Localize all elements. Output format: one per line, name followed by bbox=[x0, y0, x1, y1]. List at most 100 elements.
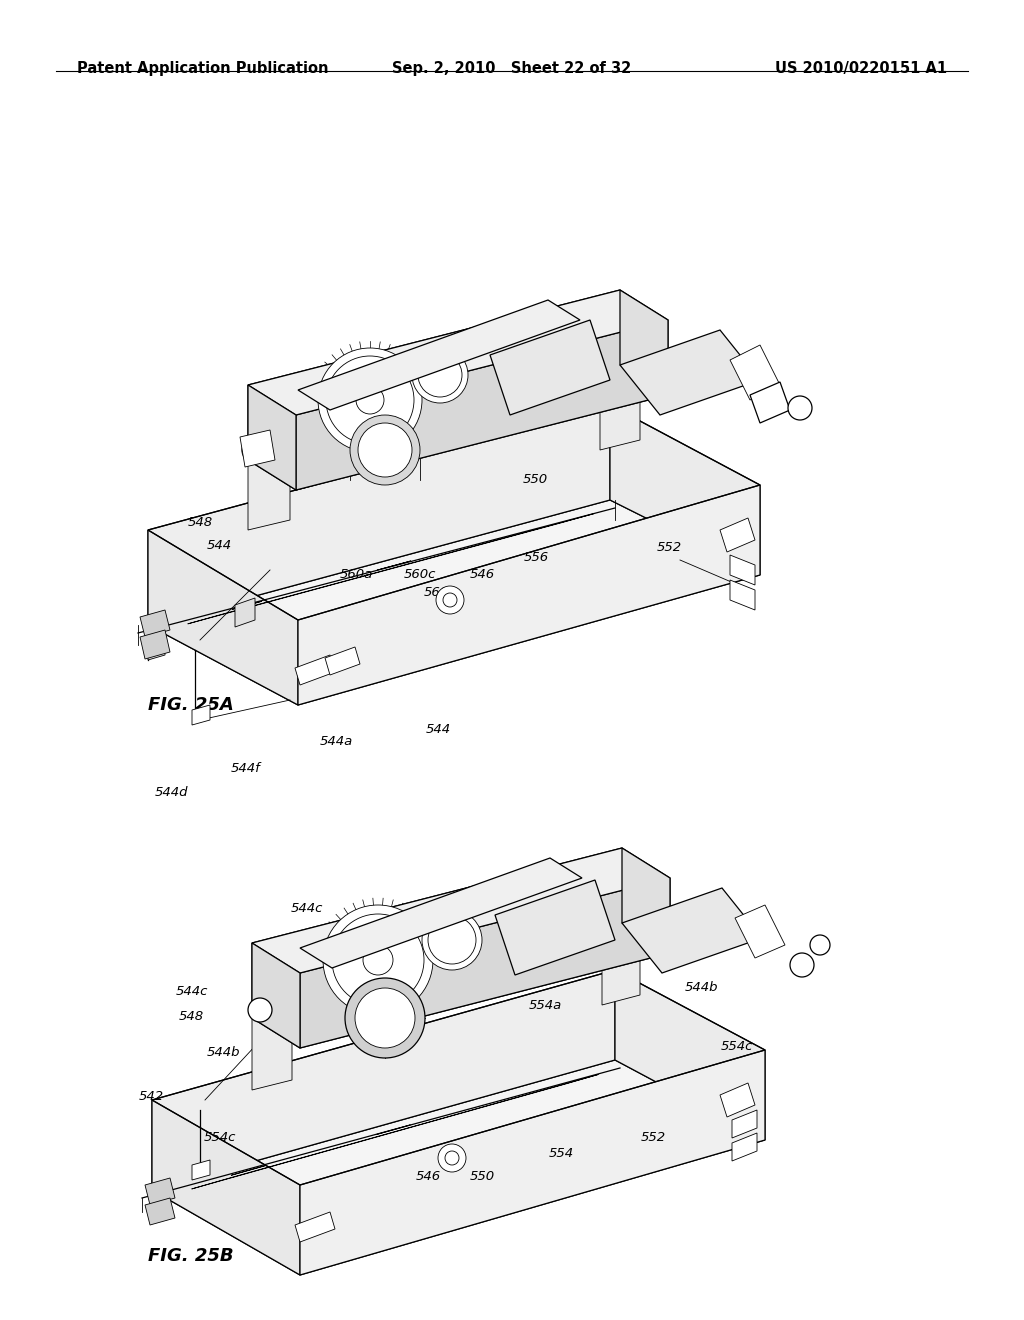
Circle shape bbox=[345, 978, 425, 1059]
Polygon shape bbox=[615, 970, 765, 1140]
Polygon shape bbox=[610, 405, 760, 576]
Circle shape bbox=[428, 916, 476, 964]
Text: 544c: 544c bbox=[291, 902, 324, 915]
Text: 554c: 554c bbox=[204, 1131, 237, 1144]
Polygon shape bbox=[298, 484, 760, 705]
Polygon shape bbox=[730, 554, 755, 585]
Polygon shape bbox=[300, 1049, 765, 1275]
Polygon shape bbox=[252, 847, 622, 1018]
Polygon shape bbox=[622, 847, 670, 953]
Text: 560a: 560a bbox=[340, 568, 373, 581]
Text: 560b: 560b bbox=[424, 586, 457, 599]
Polygon shape bbox=[620, 290, 668, 395]
Polygon shape bbox=[622, 888, 762, 973]
Polygon shape bbox=[252, 942, 300, 1048]
Text: 544b: 544b bbox=[467, 937, 500, 950]
Polygon shape bbox=[145, 1177, 175, 1205]
Text: Patent Application Publication: Patent Application Publication bbox=[77, 62, 329, 77]
Circle shape bbox=[350, 414, 420, 484]
Text: 544b: 544b bbox=[685, 981, 718, 994]
Circle shape bbox=[326, 356, 414, 444]
Text: 542: 542 bbox=[139, 1090, 164, 1104]
Text: 544a: 544a bbox=[319, 735, 352, 748]
Circle shape bbox=[332, 913, 424, 1006]
Text: 544b: 544b bbox=[207, 1045, 240, 1059]
Polygon shape bbox=[252, 1008, 292, 1090]
Polygon shape bbox=[152, 1060, 765, 1275]
Text: 548a: 548a bbox=[329, 363, 361, 376]
Polygon shape bbox=[298, 300, 580, 411]
Text: 558: 558 bbox=[322, 388, 346, 401]
Polygon shape bbox=[148, 405, 610, 624]
Polygon shape bbox=[248, 366, 668, 490]
Polygon shape bbox=[720, 1082, 755, 1117]
Polygon shape bbox=[325, 647, 360, 675]
Polygon shape bbox=[732, 1133, 757, 1162]
Text: 560c: 560c bbox=[403, 568, 436, 581]
Polygon shape bbox=[148, 500, 760, 705]
Text: FIG. 25A: FIG. 25A bbox=[148, 696, 234, 714]
Polygon shape bbox=[300, 878, 670, 1048]
Circle shape bbox=[443, 593, 457, 607]
Polygon shape bbox=[750, 381, 790, 422]
Polygon shape bbox=[490, 319, 610, 414]
Polygon shape bbox=[252, 923, 670, 1048]
Text: 544c: 544c bbox=[532, 879, 565, 892]
Text: 548: 548 bbox=[188, 516, 213, 529]
Text: 546: 546 bbox=[470, 568, 495, 581]
Text: 554a: 554a bbox=[529, 999, 562, 1012]
Polygon shape bbox=[148, 531, 298, 705]
Text: 544c: 544c bbox=[175, 985, 208, 998]
Circle shape bbox=[355, 987, 415, 1048]
Polygon shape bbox=[231, 1166, 265, 1175]
Polygon shape bbox=[602, 925, 640, 1005]
Text: 546: 546 bbox=[416, 1170, 440, 1183]
Text: 544f: 544f bbox=[230, 762, 261, 775]
Polygon shape bbox=[248, 385, 296, 490]
Circle shape bbox=[438, 1144, 466, 1172]
Polygon shape bbox=[295, 1212, 335, 1242]
Polygon shape bbox=[140, 610, 170, 638]
Circle shape bbox=[810, 935, 830, 954]
Polygon shape bbox=[377, 561, 411, 570]
Polygon shape bbox=[495, 880, 615, 975]
Polygon shape bbox=[231, 601, 262, 610]
Circle shape bbox=[788, 396, 812, 420]
Circle shape bbox=[358, 422, 412, 477]
Polygon shape bbox=[240, 430, 275, 467]
Polygon shape bbox=[140, 630, 170, 659]
Polygon shape bbox=[620, 330, 760, 414]
Polygon shape bbox=[735, 906, 785, 958]
Text: 554a: 554a bbox=[421, 970, 454, 983]
Polygon shape bbox=[300, 858, 582, 968]
Circle shape bbox=[323, 906, 433, 1015]
Polygon shape bbox=[193, 705, 210, 725]
Circle shape bbox=[412, 347, 468, 403]
Text: Sep. 2, 2010   Sheet 22 of 32: Sep. 2, 2010 Sheet 22 of 32 bbox=[392, 62, 632, 77]
Polygon shape bbox=[248, 290, 668, 414]
Circle shape bbox=[356, 385, 384, 414]
Polygon shape bbox=[252, 847, 670, 973]
Polygon shape bbox=[600, 370, 640, 450]
Circle shape bbox=[418, 352, 462, 397]
Text: FIG. 25B: FIG. 25B bbox=[148, 1247, 234, 1266]
Polygon shape bbox=[234, 598, 255, 627]
Text: 544d: 544d bbox=[155, 785, 187, 799]
Polygon shape bbox=[720, 517, 755, 552]
Text: 550: 550 bbox=[470, 1170, 495, 1183]
Polygon shape bbox=[732, 1110, 757, 1138]
Polygon shape bbox=[145, 1199, 175, 1225]
Text: 554: 554 bbox=[549, 1147, 573, 1160]
Text: 554c: 554c bbox=[721, 1040, 754, 1053]
Circle shape bbox=[242, 437, 268, 463]
Circle shape bbox=[436, 586, 464, 614]
Circle shape bbox=[362, 945, 393, 975]
Polygon shape bbox=[295, 655, 335, 685]
Text: US 2010/0220151 A1: US 2010/0220151 A1 bbox=[775, 62, 947, 77]
Text: 544: 544 bbox=[207, 539, 231, 552]
Text: 556: 556 bbox=[524, 550, 549, 564]
Text: 550: 550 bbox=[523, 473, 548, 486]
Polygon shape bbox=[730, 345, 780, 400]
Text: 544: 544 bbox=[426, 723, 451, 737]
Circle shape bbox=[318, 348, 422, 451]
